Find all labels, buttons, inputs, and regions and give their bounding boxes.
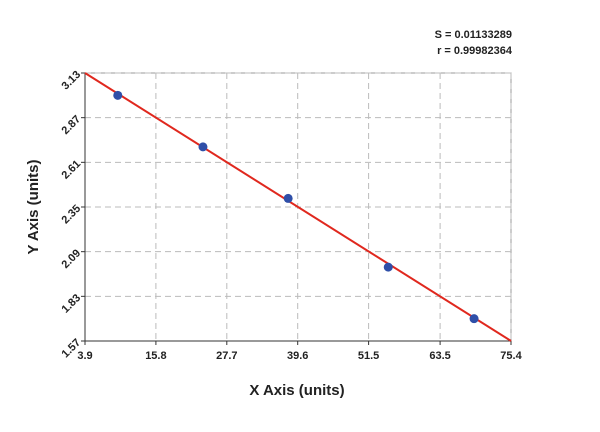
x-tick-label: 15.8 xyxy=(145,350,166,362)
y-tick-label: 3.13 xyxy=(60,69,84,93)
y-tick-label: 2.61 xyxy=(60,158,84,182)
data-point xyxy=(113,90,123,100)
y-tick-label: 1.83 xyxy=(60,292,84,316)
x-axis-title: X Axis (units) xyxy=(249,382,344,399)
x-tick-label: 39.6 xyxy=(287,350,308,362)
x-tick-label: 3.9 xyxy=(77,350,92,362)
y-tick-label: 2.09 xyxy=(60,247,84,271)
annotation: S = 0.01133289 xyxy=(435,29,512,41)
fit-line xyxy=(84,72,512,342)
data-point xyxy=(383,262,393,272)
x-tick-label: 51.5 xyxy=(358,350,379,362)
x-tick-label: 75.4 xyxy=(500,350,522,362)
y-tick-label: 2.35 xyxy=(60,203,84,227)
data-point xyxy=(198,142,208,152)
annotation: r = 0.99982364 xyxy=(437,45,513,57)
x-tick-label: 63.5 xyxy=(429,350,450,362)
data-point xyxy=(469,314,479,324)
x-tick-label: 27.7 xyxy=(216,350,237,362)
data-point xyxy=(283,193,293,203)
y-axis-title: Y Axis (units) xyxy=(25,159,42,254)
y-tick-label: 2.87 xyxy=(60,113,84,137)
